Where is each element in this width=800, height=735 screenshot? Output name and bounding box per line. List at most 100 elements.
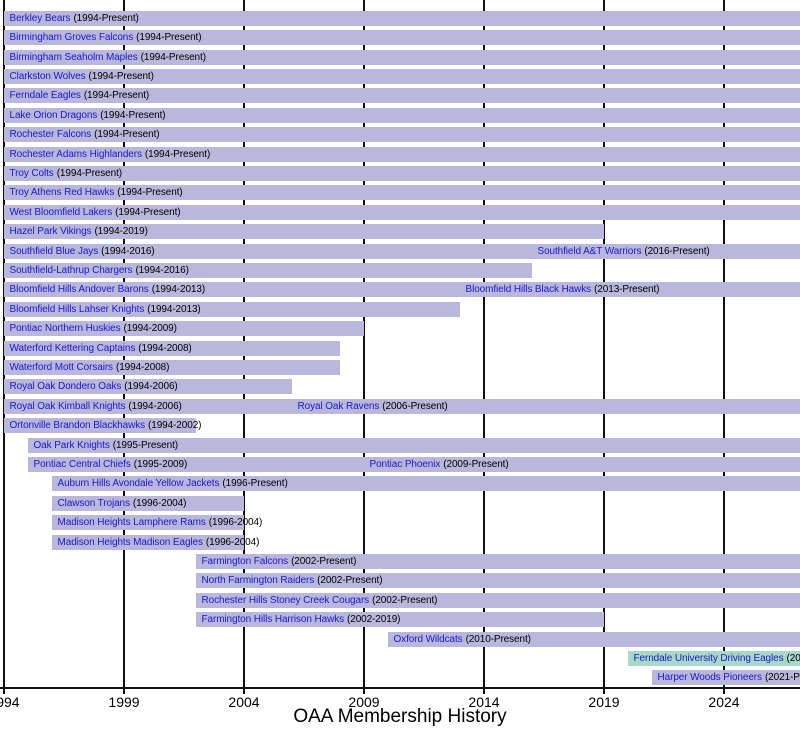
team-link[interactable]: Southfield Blue Jays: [9, 245, 99, 257]
team-link[interactable]: Madison Heights Lamphere Rams: [57, 517, 206, 529]
membership-bar: [4, 340, 340, 356]
membership-years: (1994-Present): [56, 167, 123, 179]
team-link[interactable]: Royal Oak Kimball Knights: [9, 400, 126, 412]
team-link[interactable]: Bloomfield Hills Black Hawks: [465, 284, 592, 296]
membership-years: (1994-2008): [138, 342, 192, 354]
team-link[interactable]: Bloomfield Hills Lahser Knights: [9, 303, 145, 315]
team-link[interactable]: Waterford Kettering Captains: [9, 342, 136, 354]
bar-label: Pontiac Central Chiefs (1995-2009): [34, 457, 188, 472]
team-link[interactable]: Ortonville Brandon Blackhawks: [9, 420, 146, 432]
bar-label: Southfield-Lathrup Chargers (1994-2016): [10, 263, 189, 278]
membership-bar: [4, 204, 800, 220]
team-link[interactable]: Southfield A&T Warriors: [537, 245, 642, 257]
team-link[interactable]: Hazel Park Vikings: [9, 226, 92, 238]
team-link[interactable]: Pontiac Central Chiefs: [33, 458, 131, 470]
team-link[interactable]: Troy Athens Red Hawks: [9, 187, 115, 199]
team-link[interactable]: Lake Orion Dragons: [9, 109, 98, 121]
bar-label: Rochester Hills Stoney Creek Cougars (200…: [202, 593, 438, 608]
gridline-2009: [363, 0, 365, 687]
team-link[interactable]: West Bloomfield Lakers: [9, 206, 113, 218]
team-link[interactable]: Oak Park Knights: [33, 439, 110, 451]
team-link[interactable]: Farmington Hills Harrison Hawks: [201, 614, 345, 626]
membership-years: (2002-Present): [317, 575, 383, 587]
team-link[interactable]: Pontiac Northern Huskies: [9, 323, 121, 335]
membership-bar: [388, 631, 800, 647]
membership-years: (2020-Present): [786, 652, 800, 664]
membership-years: (1994-2013): [147, 303, 201, 315]
axis-tick-label-2014: 2014: [468, 694, 500, 710]
team-link[interactable]: Royal Oak Ravens: [297, 400, 380, 412]
axis-tick-1999: [123, 687, 125, 694]
bar-label: Clarkston Wolves (1994-Present): [10, 69, 154, 84]
axis-tick-label-1999: 1999: [108, 694, 140, 710]
team-link[interactable]: Berkley Bears: [9, 12, 71, 24]
membership-bar: [52, 515, 244, 531]
team-link[interactable]: Rochester Adams Highlanders: [9, 148, 142, 160]
team-link[interactable]: Madison Heights Madison Eagles: [57, 536, 204, 548]
membership-bar: [4, 262, 532, 278]
bar-label: Royal Oak Dondero Oaks (1994-2006): [10, 379, 178, 394]
team-link[interactable]: Rochester Falcons: [9, 129, 92, 141]
membership-bar: [532, 243, 800, 259]
axis-tick-label-2019: 2019: [588, 694, 620, 710]
bar-label: Pontiac Northern Huskies (1994-2009): [10, 321, 177, 336]
membership-bar: [4, 359, 340, 375]
membership-bar: [4, 301, 460, 317]
membership-years: (1996-2004): [132, 497, 187, 509]
bar-label: Oak Park Knights (1995-Present): [34, 438, 179, 453]
bar-label: Rochester Adams Highlanders (1994-Present…: [10, 147, 211, 162]
team-link[interactable]: Troy Colts: [9, 167, 54, 179]
membership-bar: [52, 476, 800, 492]
axis-tick-2014: [483, 687, 485, 694]
team-link[interactable]: Bloomfield Hills Andover Barons: [9, 284, 149, 296]
team-link[interactable]: Clarkston Wolves: [9, 70, 86, 82]
bar-label: Bloomfield Hills Andover Barons (1994-201…: [10, 282, 206, 297]
bar-label: Ferndale Eagles (1994-Present): [10, 88, 150, 103]
membership-years: (2016-Present): [644, 245, 710, 257]
membership-years: (1995-2009): [133, 458, 188, 470]
bar-label: Birmingham Seaholm Maples (1994-Present): [9, 50, 207, 65]
membership-years: (1994-2019): [94, 226, 148, 238]
bar-label: Royal Oak Ravens (2006-Present): [298, 399, 448, 414]
membership-years: (1994-Present): [144, 148, 211, 160]
membership-bar: [52, 534, 244, 550]
membership-years: (2006-Present): [382, 400, 448, 412]
bar-label: Waterford Kettering Captains (1994-2008): [10, 341, 192, 356]
bar-label: Birmingham Groves Falcons (1994-Present): [10, 30, 202, 45]
membership-bar: [196, 592, 800, 608]
membership-bar: [4, 10, 800, 26]
membership-bar: [52, 495, 244, 511]
axis-tick-2024: [723, 687, 725, 694]
bar-label: Harper Woods Pioneers(2021-Present): [658, 670, 800, 685]
membership-bar: [652, 670, 800, 686]
membership-bar: [4, 88, 800, 104]
bar-label: Farmington Falcons (2002-Present): [202, 554, 357, 569]
team-link[interactable]: Birmingham Seaholm Maples: [9, 51, 138, 63]
team-link[interactable]: Clawson Trojans: [57, 497, 131, 509]
team-link[interactable]: Oxford Wildcats: [393, 633, 463, 645]
team-link[interactable]: Auburn Hills Avondale Yellow Jackets: [57, 478, 220, 490]
membership-bar: [4, 146, 800, 162]
team-link[interactable]: Birmingham Groves Falcons: [9, 32, 134, 44]
membership-years: (1994-Present): [115, 206, 181, 218]
membership-years: (1994-Present): [83, 90, 150, 102]
team-link[interactable]: Pontiac Phoenix: [369, 458, 441, 470]
membership-years: (2009-Present): [443, 458, 509, 470]
team-link[interactable]: Harper Woods Pioneers: [657, 672, 763, 684]
membership-bar: [4, 321, 364, 337]
team-link[interactable]: North Farmington Raiders: [201, 575, 315, 587]
membership-years: (1994-2002): [148, 420, 202, 432]
team-link[interactable]: Southfield-Lathrup Chargers: [9, 264, 133, 276]
team-link[interactable]: Waterford Mott Corsairs: [9, 361, 114, 373]
team-link[interactable]: Royal Oak Dondero Oaks: [9, 381, 122, 393]
bar-label: Madison Heights Madison Eagles (1996-2004…: [58, 535, 260, 550]
bar-label: Bloomfield Hills Black Hawks (2013-Presen…: [466, 282, 660, 297]
bar-label: Southfield A&T Warriors (2016-Present): [538, 244, 710, 259]
team-link[interactable]: Rochester Hills Stoney Creek Cougars: [201, 594, 370, 606]
team-link[interactable]: Ferndale University Driving Eagles: [633, 652, 784, 664]
axis-tick-2019: [603, 687, 605, 694]
team-link[interactable]: Farmington Falcons: [201, 555, 289, 567]
team-link[interactable]: Ferndale Eagles: [9, 90, 81, 102]
bar-label: North Farmington Raiders (2002-Present): [202, 573, 383, 588]
